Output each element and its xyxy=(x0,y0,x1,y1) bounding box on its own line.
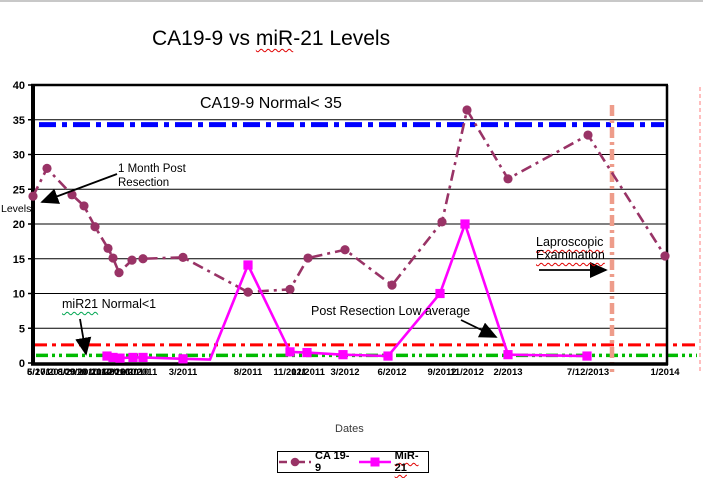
x-tick-label: 8/2010 xyxy=(57,367,86,378)
title-text: CA19-9 vs xyxy=(152,27,256,50)
data-point xyxy=(437,217,447,227)
y-tick-label: 10 xyxy=(13,289,25,301)
x-tick-label: 2/2013 xyxy=(493,367,522,378)
data-point xyxy=(114,268,124,278)
data-point xyxy=(42,163,52,173)
data-point xyxy=(178,354,188,364)
x-tick-label: 12/2010 xyxy=(102,367,136,378)
y-tick-label: 20 xyxy=(13,219,25,231)
x-tick-label: 10/2010 xyxy=(91,367,125,378)
y-tick-label: 35 xyxy=(13,115,25,127)
legend-label-ca19-9: CA 19-9 xyxy=(315,450,350,474)
data-point xyxy=(285,347,295,357)
data-point xyxy=(178,252,188,262)
y-axis-title: Levels xyxy=(1,203,32,215)
data-point xyxy=(660,251,670,261)
x-tick-label: 11/2010 xyxy=(96,367,130,378)
x-tick-label: 6/2010 xyxy=(27,367,56,378)
data-point xyxy=(583,130,593,140)
x-tick-label: 12/2011 xyxy=(291,367,326,378)
annotation-line: Laproscopic xyxy=(536,235,604,249)
x-tick-label: 11/2011 xyxy=(273,367,307,378)
data-point xyxy=(503,174,513,184)
legend: CA 19-9 MiR-21 xyxy=(277,450,429,474)
y-tick-label: 30 xyxy=(13,150,25,162)
data-point xyxy=(128,352,138,363)
series-line-1 xyxy=(106,220,588,361)
data-point xyxy=(102,351,112,361)
series-line-0 xyxy=(31,106,667,294)
data-point xyxy=(243,287,253,297)
x-tick-label: 8/2011 xyxy=(234,367,263,378)
data-point xyxy=(108,352,118,363)
chart-title: CA19-9 vs miR-21 Levels xyxy=(152,27,390,51)
data-point xyxy=(115,353,125,363)
x-tick-label: 11/2012 xyxy=(450,367,484,378)
data-point xyxy=(340,245,350,255)
annotation-ca-normal: CA19-9 Normal< 35 xyxy=(200,95,342,112)
data-point xyxy=(338,350,348,360)
data-point xyxy=(127,255,137,265)
legend-item-ca19-9: CA 19-9 xyxy=(278,450,353,474)
x-tick-label: 1/2011 xyxy=(129,367,158,378)
y-tick-label: 25 xyxy=(13,184,25,196)
annotation-text: Normal<1 xyxy=(98,297,157,311)
data-point xyxy=(138,254,148,264)
annotation-arrow xyxy=(40,173,118,204)
x-tick-label: 6/2012 xyxy=(377,367,406,378)
annotation-line: Resection xyxy=(118,176,170,189)
x-tick-label: 7/12/2013 xyxy=(567,367,609,378)
data-point xyxy=(108,253,118,263)
annotation-flagged-word: miR21 xyxy=(62,297,99,311)
annotation-line: 1 Month Post xyxy=(118,163,186,175)
data-point xyxy=(462,105,472,115)
data-point xyxy=(435,288,445,299)
data-point xyxy=(387,280,397,290)
title-text-flagged: miR xyxy=(255,27,294,50)
data-point xyxy=(90,222,100,232)
title-text-end: -21 Levels xyxy=(293,27,391,50)
legend-label-mir-21: MiR-21 xyxy=(394,450,419,474)
data-point xyxy=(28,191,38,201)
data-point xyxy=(103,243,113,253)
x-tick-label: 5/17/2010 xyxy=(27,367,69,378)
x-tick-label: 12/2010 xyxy=(115,367,149,378)
annotation-one-month-post-resection: 1 Month Post Resection xyxy=(118,163,186,190)
data-point xyxy=(303,253,313,263)
legend-marker-mir-21 xyxy=(358,456,392,468)
legend-item-mir-21: MiR-21 xyxy=(358,450,428,474)
data-point xyxy=(243,260,253,270)
data-point xyxy=(285,284,295,294)
data-point xyxy=(383,351,393,361)
annotation-mir-normal: miR21 Normal<1 xyxy=(62,297,156,311)
data-point xyxy=(503,350,513,360)
annotation-arrow xyxy=(75,318,92,356)
data-point xyxy=(79,201,89,211)
x-tick-label: 10/2010 xyxy=(78,367,112,378)
y-tick-label: 40 xyxy=(13,80,25,92)
x-tick-label: 9/2012 xyxy=(427,367,456,378)
data-point xyxy=(582,351,592,361)
annotation-laproscopic-examination: Laproscopic Examination xyxy=(536,236,605,262)
annotation-line: Examination xyxy=(536,248,605,262)
x-tick-label: 3/2011 xyxy=(169,367,198,378)
x-tick-label: 1/2014 xyxy=(650,367,680,378)
data-point xyxy=(138,352,148,363)
legend-marker-ca19-9 xyxy=(278,456,312,468)
x-axis-title: Dates xyxy=(335,423,364,435)
x-tick-label: 9/2010 xyxy=(69,367,98,378)
y-tick-label: 5 xyxy=(19,323,25,335)
annotation-post-resection-low-average: Post Resection Low average xyxy=(311,304,471,318)
annotation-arrow xyxy=(460,319,498,338)
y-tick-label: 15 xyxy=(13,254,25,266)
data-point xyxy=(460,219,470,229)
y-tick-label: 0 xyxy=(19,358,25,370)
x-tick-label: 3/2012 xyxy=(330,367,359,378)
data-point xyxy=(302,347,312,358)
